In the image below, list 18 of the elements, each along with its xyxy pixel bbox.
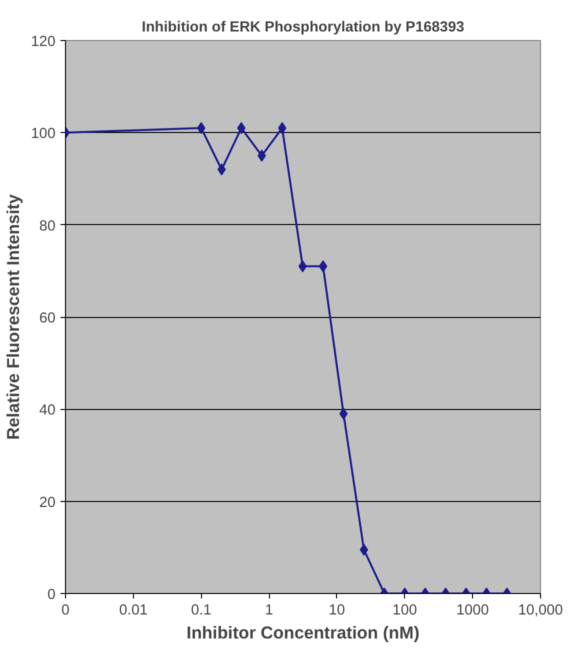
y-tick-label: 40 bbox=[39, 402, 56, 419]
y-axis-title: Relative Fluorescent Intensity bbox=[3, 194, 24, 440]
x-tick-label: 1 bbox=[264, 602, 274, 618]
x-tick-label: 10 bbox=[328, 602, 346, 618]
y-tick-label: 20 bbox=[39, 494, 56, 511]
x-tick-label: 100 bbox=[392, 602, 418, 618]
y-tick-label: 0 bbox=[47, 587, 56, 603]
x-axis-title: Inhibitor Concentration (nM) bbox=[186, 622, 420, 642]
y-tick-label: 100 bbox=[31, 126, 56, 142]
x-tick-label: 10,000 bbox=[518, 602, 563, 618]
chart-title: Inhibition of ERK Phosphorylation by P168393 bbox=[142, 20, 464, 36]
x-tick-label: 1000 bbox=[456, 602, 489, 618]
y-tick-label: 80 bbox=[39, 218, 56, 234]
y-tick-label: 60 bbox=[39, 310, 56, 326]
x-tick-label: 0.1 bbox=[191, 602, 212, 618]
x-tick-label: 0.01 bbox=[119, 602, 148, 618]
x-tick-label: 0 bbox=[61, 602, 70, 618]
y-tick-label: 120 bbox=[31, 34, 56, 50]
